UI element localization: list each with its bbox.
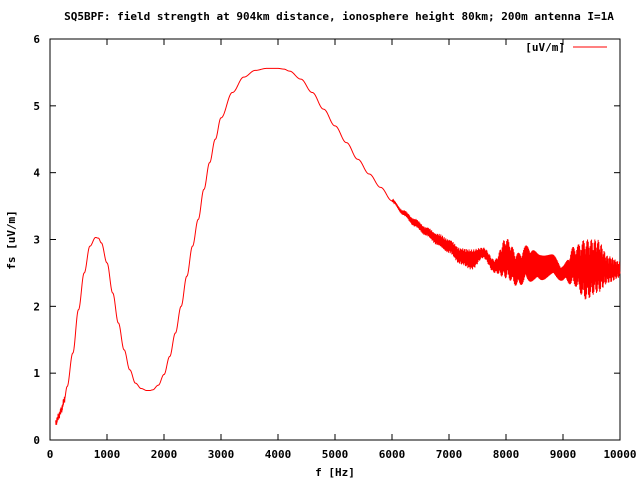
y-tick-label: 1 xyxy=(33,367,40,380)
x-tick-label: 1000 xyxy=(94,448,121,461)
x-tick-label: 4000 xyxy=(265,448,292,461)
y-axis-label: fs [uV/m] xyxy=(5,210,18,270)
y-tick-label: 5 xyxy=(33,100,40,113)
x-tick-label: 2000 xyxy=(151,448,178,461)
x-tick-label: 0 xyxy=(47,448,54,461)
series-line xyxy=(55,67,621,425)
plot-frame xyxy=(49,38,621,441)
x-tick-label: 10000 xyxy=(603,448,636,461)
legend-label: [uV/m] xyxy=(525,41,565,54)
x-axis-label: f [Hz] xyxy=(315,466,355,479)
x-tick-label: 7000 xyxy=(436,448,463,461)
chart-title: SQ5BPF: field strength at 904km distance… xyxy=(64,10,614,23)
x-tick-label: 5000 xyxy=(322,448,349,461)
y-tick-label: 2 xyxy=(33,300,40,313)
x-tick-label: 3000 xyxy=(208,448,235,461)
legend: [uV/m] xyxy=(525,41,607,54)
x-tick-label: 9000 xyxy=(550,448,577,461)
y-tick-label: 0 xyxy=(33,434,40,447)
y-axis-ticks: 0 1 2 3 4 5 6 xyxy=(33,33,620,447)
y-tick-label: 4 xyxy=(33,167,40,180)
x-tick-label: 6000 xyxy=(379,448,406,461)
x-axis-ticks: 0 1000 2000 3000 4000 5000 6000 7000 8000 9000 100… xyxy=(47,39,637,461)
series-layer xyxy=(55,67,621,425)
y-tick-label: 6 xyxy=(33,33,40,46)
y-tick-label: 3 xyxy=(33,234,40,247)
x-tick-label: 8000 xyxy=(493,448,520,461)
